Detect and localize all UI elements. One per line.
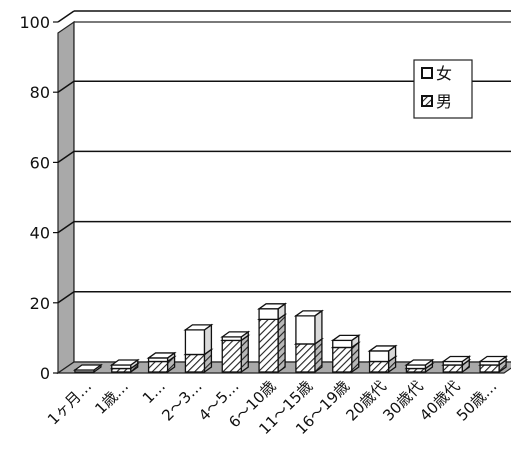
y-tick-label: 0 bbox=[40, 364, 50, 383]
bar-female bbox=[220, 330, 251, 342]
y-tick-label: 80 bbox=[30, 83, 50, 102]
y-axis-ticks: 0 20 40 60 80 100 bbox=[19, 13, 58, 383]
x-tick-label: 1… bbox=[139, 377, 169, 407]
bar-female bbox=[146, 351, 177, 363]
legend-label-male: 男 bbox=[436, 92, 452, 111]
y-tick-label: 60 bbox=[30, 153, 50, 172]
bar-female bbox=[293, 309, 324, 346]
y-tick-label: 20 bbox=[30, 294, 50, 313]
gridline-side bbox=[57, 220, 75, 234]
gridline-side bbox=[57, 10, 75, 23]
bar-female bbox=[109, 358, 140, 370]
bar-female bbox=[404, 358, 435, 370]
gridline-side bbox=[57, 150, 75, 164]
side-wall bbox=[57, 20, 75, 375]
bar-male bbox=[257, 313, 288, 374]
x-tick-label: 30歳代 bbox=[379, 377, 426, 424]
x-tick-label: 2～3… bbox=[158, 377, 205, 424]
bar-empty bbox=[72, 363, 103, 374]
bars bbox=[72, 302, 509, 374]
x-tick-label: 20歳代 bbox=[342, 377, 389, 424]
bar-female bbox=[257, 302, 288, 321]
legend: 女 男 bbox=[413, 59, 473, 119]
legend-swatch-female bbox=[421, 67, 433, 79]
gridlines bbox=[57, 10, 511, 304]
x-tick-label: 50歳… bbox=[453, 377, 500, 424]
bar-female bbox=[330, 334, 361, 349]
legend-swatch-male bbox=[421, 95, 433, 107]
bar-female bbox=[441, 355, 472, 367]
x-tick-label: 1歳… bbox=[91, 377, 132, 418]
bar-female bbox=[478, 355, 509, 367]
gridline-side bbox=[57, 80, 75, 93]
legend-label-female: 女 bbox=[436, 64, 452, 83]
bar-female bbox=[367, 344, 398, 363]
x-tick-label: 40歳代 bbox=[416, 377, 463, 424]
gridline-side bbox=[57, 291, 75, 304]
bar-female bbox=[183, 323, 214, 356]
y-tick-label: 40 bbox=[30, 224, 50, 243]
x-tick-label: 1ヶ月… bbox=[44, 377, 95, 428]
y-tick-label: 100 bbox=[19, 13, 50, 32]
x-axis-labels: 1ヶ月…1歳… 1…2～3…4～5…6～10歳11～15歳16～19歳20歳代30… bbox=[44, 377, 500, 438]
